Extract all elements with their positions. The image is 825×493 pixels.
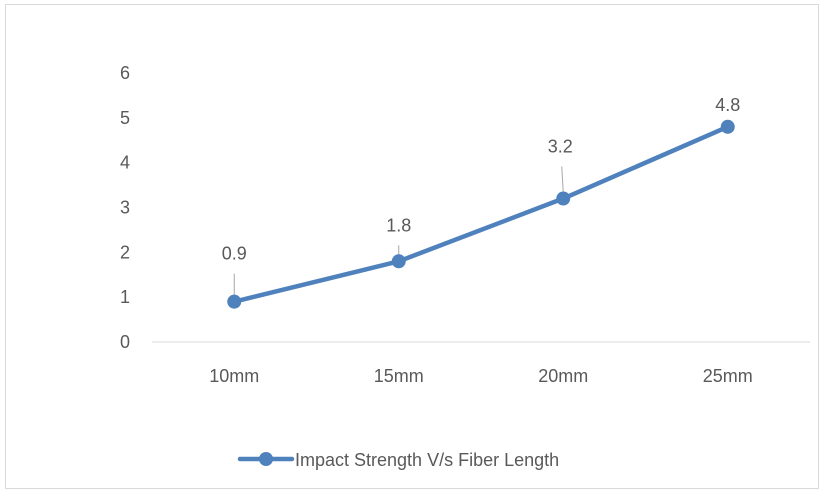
data-label: 0.9 <box>222 244 247 264</box>
x-axis-tick-labels: 10mm 15mm 20mm 25mm <box>209 366 753 386</box>
data-label: 1.8 <box>386 215 411 235</box>
data-label: 4.8 <box>715 95 740 115</box>
legend-label: Impact Strength V/s Fiber Length <box>295 450 559 470</box>
data-label-leader-line <box>561 166 564 193</box>
y-tick-label: 1 <box>120 287 130 307</box>
x-tick-label: 15mm <box>374 366 424 386</box>
data-point-marker <box>556 191 571 206</box>
y-tick-label: 0 <box>120 332 130 352</box>
series-line <box>232 124 730 304</box>
series-markers <box>227 119 735 309</box>
legend-marker-swatch <box>259 452 273 466</box>
y-tick-label: 4 <box>120 153 130 173</box>
y-tick-label: 6 <box>120 63 130 83</box>
x-tick-label: 10mm <box>209 366 259 386</box>
data-label: 3.2 <box>548 137 573 157</box>
data-point-marker <box>391 254 406 269</box>
data-point-marker <box>720 119 735 134</box>
x-tick-label: 25mm <box>703 366 753 386</box>
data-point-marker <box>227 294 242 309</box>
chart-frame <box>5 4 819 489</box>
y-tick-label: 2 <box>120 242 130 262</box>
legend: Impact Strength V/s Fiber Length <box>237 450 559 470</box>
data-labels: 0.9 1.8 3.2 4.8 <box>222 95 741 264</box>
y-axis-tick-labels: 0 1 2 3 4 5 6 <box>120 63 130 352</box>
data-label-leader-lines <box>233 166 564 296</box>
y-tick-label: 3 <box>120 198 130 218</box>
y-tick-label: 5 <box>120 108 130 128</box>
x-tick-label: 20mm <box>538 366 588 386</box>
